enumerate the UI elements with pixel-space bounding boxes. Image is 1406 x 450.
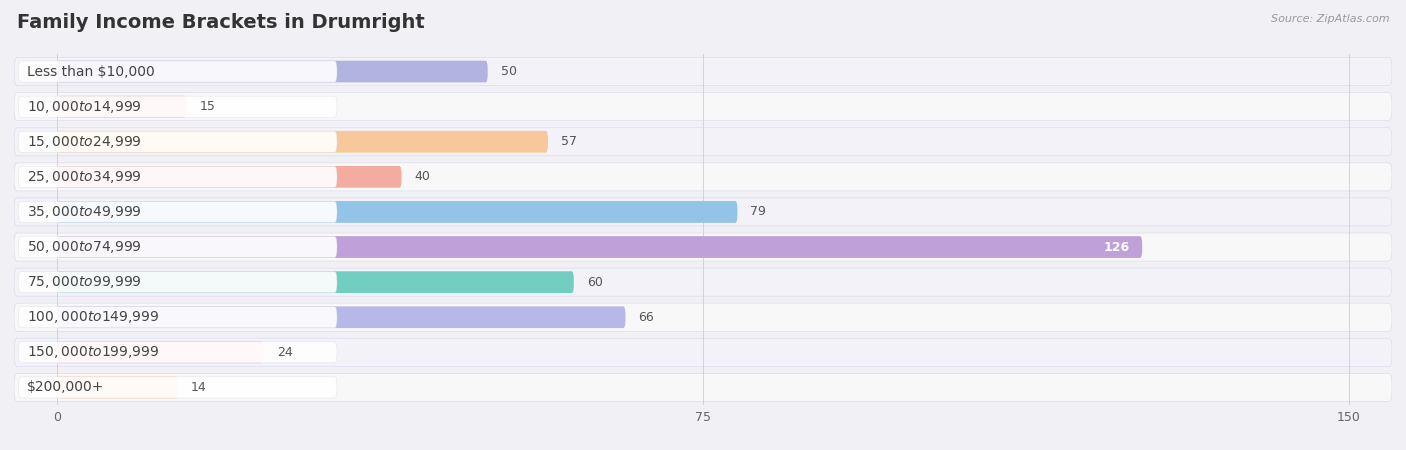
Text: Source: ZipAtlas.com: Source: ZipAtlas.com <box>1271 14 1389 23</box>
Text: $15,000 to $24,999: $15,000 to $24,999 <box>27 134 142 150</box>
Text: 14: 14 <box>191 381 207 394</box>
Text: 50: 50 <box>501 65 516 78</box>
FancyBboxPatch shape <box>58 166 402 188</box>
Text: $25,000 to $34,999: $25,000 to $34,999 <box>27 169 142 185</box>
Text: 60: 60 <box>586 276 603 288</box>
FancyBboxPatch shape <box>58 342 264 363</box>
FancyBboxPatch shape <box>14 58 1392 86</box>
Text: $75,000 to $99,999: $75,000 to $99,999 <box>27 274 142 290</box>
FancyBboxPatch shape <box>18 342 337 363</box>
FancyBboxPatch shape <box>18 96 337 117</box>
FancyBboxPatch shape <box>58 377 177 398</box>
FancyBboxPatch shape <box>14 163 1392 191</box>
FancyBboxPatch shape <box>14 93 1392 121</box>
Text: $10,000 to $14,999: $10,000 to $14,999 <box>27 99 142 115</box>
FancyBboxPatch shape <box>58 96 186 117</box>
FancyBboxPatch shape <box>18 61 337 82</box>
Text: 57: 57 <box>561 135 576 148</box>
FancyBboxPatch shape <box>14 374 1392 401</box>
Text: 79: 79 <box>751 206 766 218</box>
FancyBboxPatch shape <box>18 307 337 328</box>
FancyBboxPatch shape <box>14 303 1392 331</box>
FancyBboxPatch shape <box>58 201 738 223</box>
FancyBboxPatch shape <box>18 377 337 398</box>
Text: 15: 15 <box>200 100 215 113</box>
FancyBboxPatch shape <box>18 237 337 257</box>
FancyBboxPatch shape <box>14 233 1392 261</box>
Text: $200,000+: $200,000+ <box>27 380 104 395</box>
Text: 40: 40 <box>415 171 430 183</box>
FancyBboxPatch shape <box>58 131 548 153</box>
FancyBboxPatch shape <box>18 166 337 187</box>
Text: 66: 66 <box>638 311 654 324</box>
Text: $100,000 to $149,999: $100,000 to $149,999 <box>27 309 159 325</box>
Text: Family Income Brackets in Drumright: Family Income Brackets in Drumright <box>17 14 425 32</box>
FancyBboxPatch shape <box>58 306 626 328</box>
FancyBboxPatch shape <box>18 272 337 292</box>
FancyBboxPatch shape <box>14 128 1392 156</box>
FancyBboxPatch shape <box>18 131 337 152</box>
Text: 126: 126 <box>1104 241 1129 253</box>
FancyBboxPatch shape <box>14 268 1392 296</box>
FancyBboxPatch shape <box>18 202 337 222</box>
Text: $35,000 to $49,999: $35,000 to $49,999 <box>27 204 142 220</box>
FancyBboxPatch shape <box>14 338 1392 366</box>
Text: $50,000 to $74,999: $50,000 to $74,999 <box>27 239 142 255</box>
FancyBboxPatch shape <box>14 198 1392 226</box>
FancyBboxPatch shape <box>58 271 574 293</box>
Text: $150,000 to $199,999: $150,000 to $199,999 <box>27 344 159 360</box>
FancyBboxPatch shape <box>58 236 1142 258</box>
FancyBboxPatch shape <box>58 61 488 82</box>
Text: 24: 24 <box>277 346 292 359</box>
Text: Less than $10,000: Less than $10,000 <box>27 64 155 79</box>
